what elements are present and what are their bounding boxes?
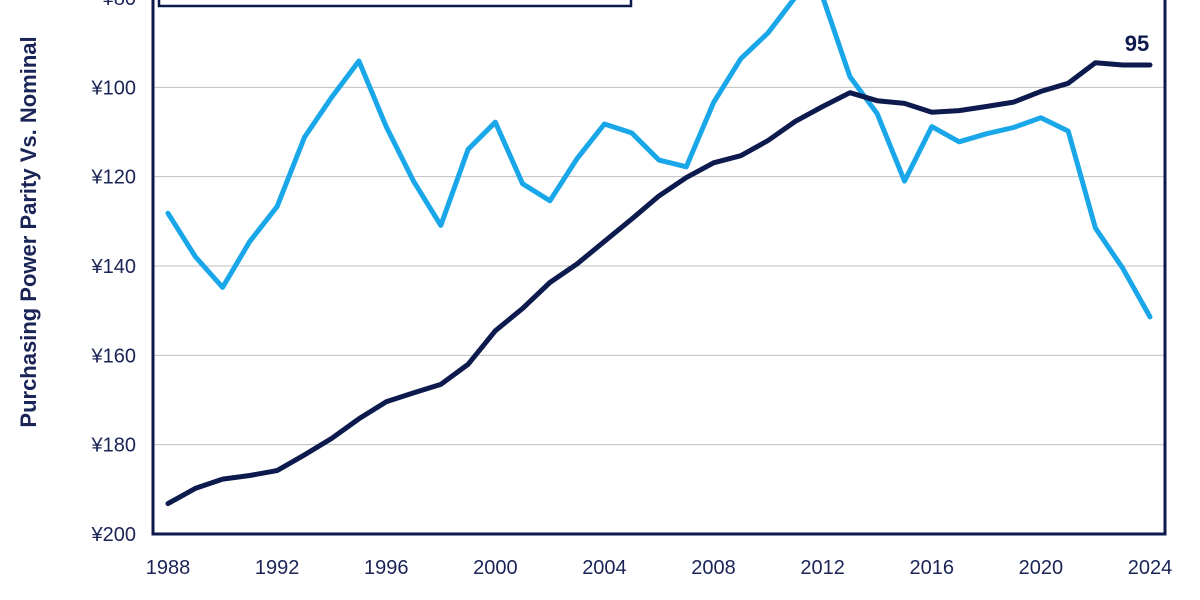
x-tick-label: 2024 [1128, 557, 1173, 579]
y-tick-label: ¥200 [91, 524, 137, 546]
x-tick-label: 2004 [582, 557, 627, 579]
y-tick-label: ¥120 [91, 167, 137, 189]
y-axis-label: Purchasing Power Parity Vs. Nominal [16, 36, 41, 427]
x-tick-label: 2012 [800, 557, 845, 579]
navy-series-end-label: 95 [1125, 31, 1149, 56]
y-tick-label: ¥140 [91, 256, 137, 278]
x-tick-label: 2000 [473, 557, 518, 579]
series-layer [165, 0, 1153, 507]
legend-box [157, 0, 633, 8]
y-tick-label: ¥100 [91, 77, 137, 99]
light-blue-series-line [165, 0, 1153, 320]
y-tick-label: ¥160 [91, 345, 137, 367]
y-axis-ticks: ¥80 ¥100 ¥120 ¥140 ¥160 ¥180 ¥200 [91, 0, 137, 546]
x-tick-label: 2020 [1019, 557, 1064, 579]
y-tick-label: ¥80 [102, 0, 136, 10]
y-tick-label: ¥180 [91, 435, 137, 457]
x-tick-label: 1996 [364, 557, 409, 579]
x-tick-label: 2016 [910, 557, 955, 579]
x-tick-label: 1992 [255, 557, 300, 579]
x-tick-label: 1988 [146, 557, 191, 579]
navy-series-line [165, 60, 1153, 507]
x-tick-label: 2008 [691, 557, 736, 579]
plot-border [151, 0, 1167, 536]
x-axis-ticks: 1988 1992 1996 2000 2004 2008 2012 2016 2020 2024 [146, 557, 1173, 579]
